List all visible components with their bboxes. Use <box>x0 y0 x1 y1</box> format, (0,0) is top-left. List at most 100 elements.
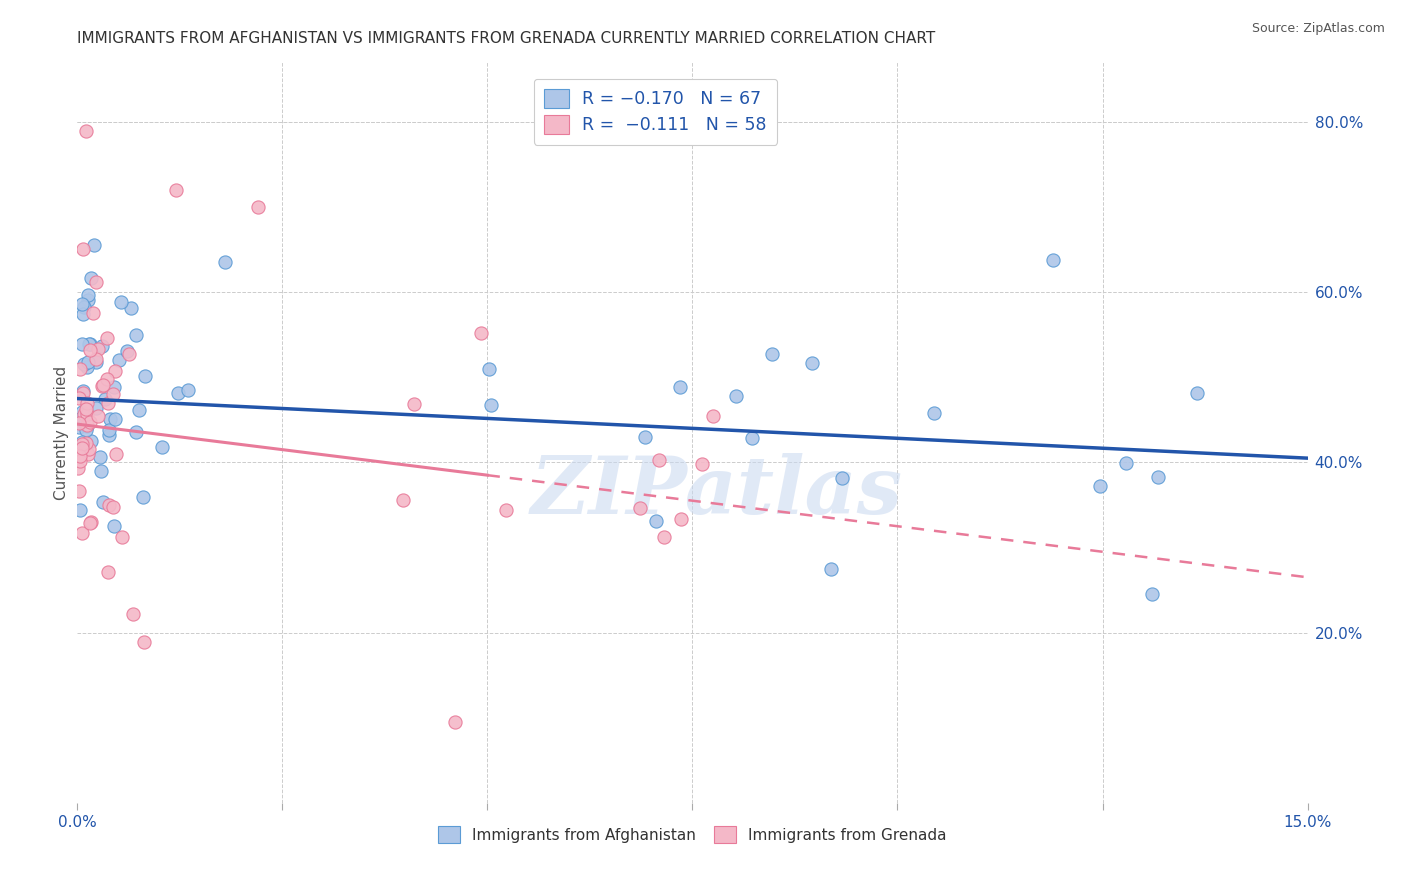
Point <box>70 525 93 540</box>
Point <box>70 435 93 450</box>
Y-axis label: Currently Married: Currently Married <box>53 366 69 500</box>
Point <box>96 371 118 385</box>
Point <box>121 607 143 621</box>
Point <box>86 351 108 366</box>
Point <box>87 343 110 357</box>
Point <box>93 377 115 392</box>
Point <box>690 458 713 472</box>
Point <box>1140 587 1163 601</box>
Point <box>648 453 671 467</box>
Text: IMMIGRANTS FROM AFGHANISTAN VS IMMIGRANTS FROM GRENADA CURRENTLY MARRIED CORRELA: IMMIGRANTS FROM AFGHANISTAN VS IMMIGRANT… <box>77 31 935 46</box>
Point <box>80 434 103 448</box>
Point <box>800 356 823 370</box>
Point <box>98 412 121 426</box>
Point <box>89 450 111 464</box>
Point <box>443 714 465 729</box>
Point <box>67 420 90 434</box>
Point <box>117 347 139 361</box>
Point <box>76 360 98 375</box>
Point <box>76 447 98 461</box>
Point <box>70 405 93 419</box>
Point <box>668 380 690 394</box>
Point <box>73 407 96 421</box>
Point <box>67 483 90 498</box>
Point <box>77 336 100 351</box>
Point <box>96 565 118 579</box>
Point <box>167 386 190 401</box>
Point <box>72 307 94 321</box>
Point <box>83 238 105 252</box>
Point <box>96 331 118 345</box>
Point <box>922 405 945 419</box>
Point <box>67 392 90 406</box>
Point <box>124 425 146 439</box>
Point <box>79 516 101 531</box>
Point <box>1115 456 1137 470</box>
Point <box>94 392 117 406</box>
Point <box>79 271 101 285</box>
Point <box>76 293 98 308</box>
Point <box>761 347 783 361</box>
Point <box>741 431 763 445</box>
Point <box>831 471 853 485</box>
Point <box>91 495 114 509</box>
Point <box>72 243 94 257</box>
Point <box>402 397 425 411</box>
Point <box>111 530 134 544</box>
Point <box>470 326 492 340</box>
Point <box>79 343 101 358</box>
Point <box>128 403 150 417</box>
Point <box>90 379 112 393</box>
Point <box>72 414 94 428</box>
Point <box>97 396 120 410</box>
Point <box>98 428 121 442</box>
Point <box>132 490 155 504</box>
Point <box>101 386 124 401</box>
Point <box>104 412 127 426</box>
Legend: Immigrants from Afghanistan, Immigrants from Grenada: Immigrants from Afghanistan, Immigrants … <box>430 819 955 851</box>
Point <box>84 355 107 369</box>
Point <box>1042 252 1064 267</box>
Point <box>72 437 94 451</box>
Point <box>478 362 501 376</box>
Point <box>75 123 97 137</box>
Point <box>104 447 127 461</box>
Point <box>91 339 114 353</box>
Point <box>495 503 517 517</box>
Point <box>702 409 724 424</box>
Point <box>1147 469 1170 483</box>
Point <box>82 306 104 320</box>
Point <box>84 276 107 290</box>
Point <box>820 562 842 576</box>
Point <box>73 357 96 371</box>
Point <box>79 337 101 351</box>
Point <box>69 362 91 376</box>
Point <box>76 396 98 410</box>
Point <box>103 519 125 533</box>
Point <box>117 344 139 359</box>
Point <box>392 493 415 508</box>
Point <box>67 461 90 475</box>
Point <box>132 635 155 649</box>
Point <box>79 442 101 456</box>
Point <box>67 417 90 431</box>
Point <box>72 384 94 398</box>
Point <box>479 398 502 412</box>
Point <box>103 500 125 514</box>
Point <box>70 337 93 351</box>
Point <box>150 440 173 454</box>
Point <box>634 429 657 443</box>
Point <box>645 514 668 528</box>
Point <box>103 380 125 394</box>
Point <box>76 419 98 434</box>
Point <box>75 435 97 450</box>
Point <box>69 411 91 425</box>
Text: Source: ZipAtlas.com: Source: ZipAtlas.com <box>1251 22 1385 36</box>
Point <box>134 368 156 383</box>
Point <box>77 287 100 301</box>
Text: ZIPatlas: ZIPatlas <box>531 453 903 531</box>
Point <box>628 500 651 515</box>
Point <box>110 295 132 310</box>
Point <box>73 300 96 314</box>
Point <box>84 401 107 415</box>
